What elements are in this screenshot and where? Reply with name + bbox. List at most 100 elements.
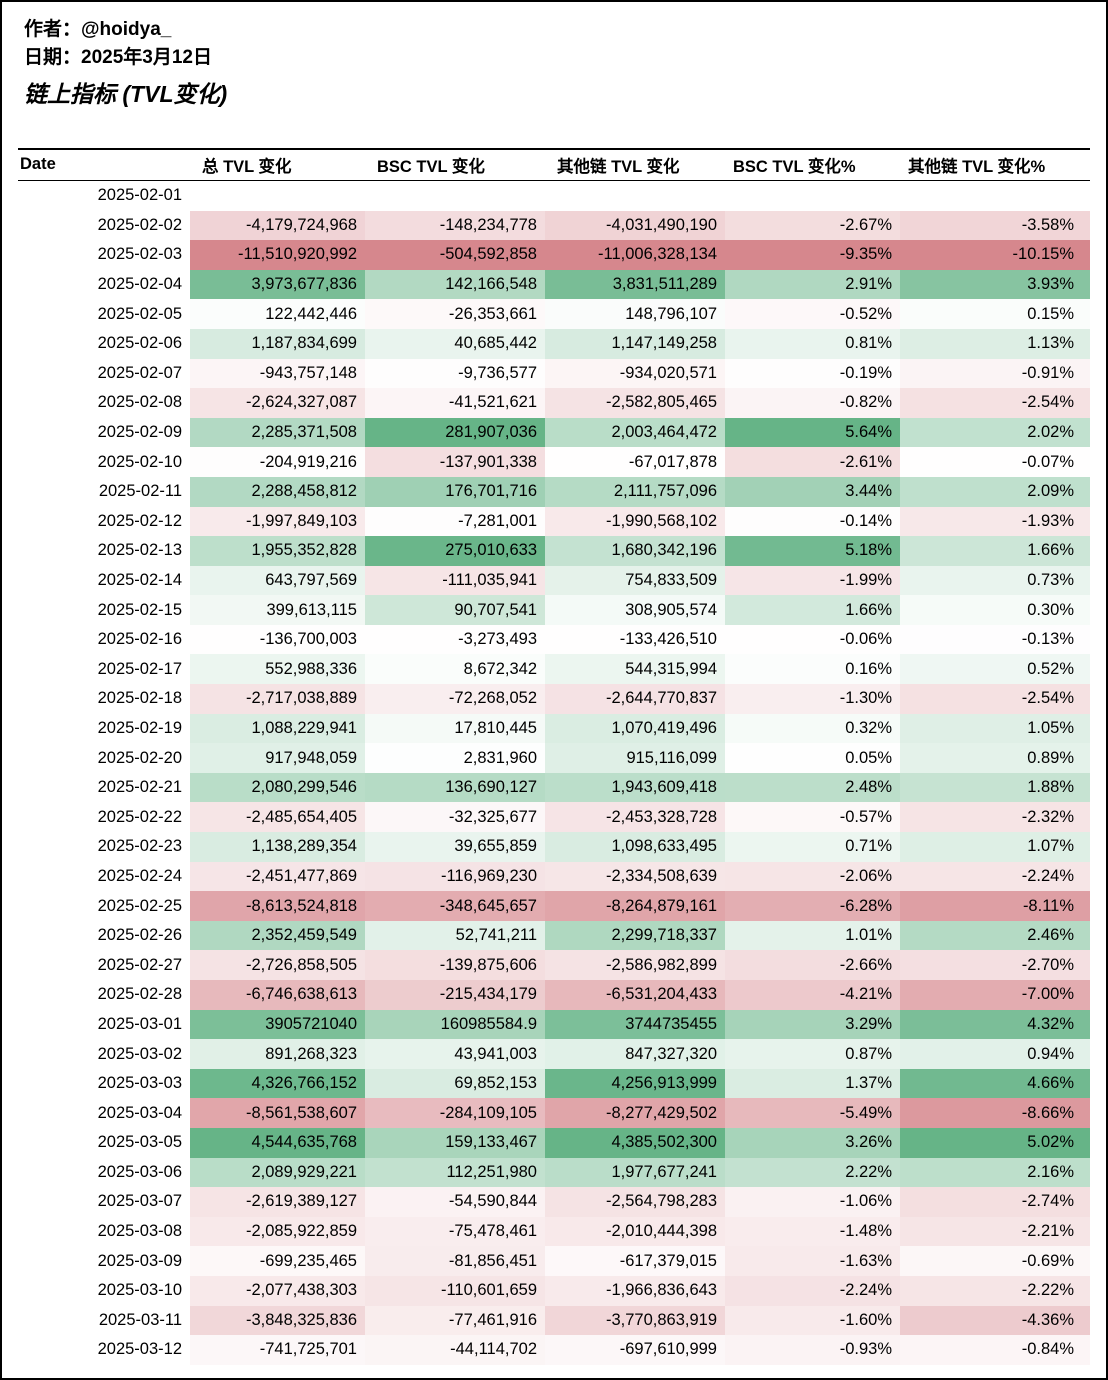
date-cell: 2025-03-10 xyxy=(18,1275,190,1306)
value-cell: -2.32% xyxy=(900,802,1090,833)
value-cell: 308,905,574 xyxy=(545,595,725,625)
value-cell: 1,138,289,354 xyxy=(190,832,365,862)
value-cell: 40,685,442 xyxy=(365,328,545,359)
value-cell: -2,619,389,127 xyxy=(190,1187,365,1217)
value-cell: -7.00% xyxy=(900,980,1090,1010)
value-cell xyxy=(725,180,900,210)
value-cell: -1.60% xyxy=(725,1305,900,1336)
value-cell: -2.70% xyxy=(900,950,1090,981)
value-cell: -2,644,770,837 xyxy=(545,684,725,714)
value-cell: 0.81% xyxy=(725,328,900,359)
column-header: BSC TVL 变化 xyxy=(365,148,545,181)
date-cell: 2025-02-16 xyxy=(18,624,190,655)
value-cell: 0.15% xyxy=(900,299,1090,329)
value-cell: 1,977,677,241 xyxy=(545,1157,725,1188)
value-cell: -133,426,510 xyxy=(545,624,725,655)
value-cell: 754,833,509 xyxy=(545,565,725,596)
date-cell: 2025-02-21 xyxy=(18,772,190,803)
value-cell: -2.74% xyxy=(900,1187,1090,1217)
value-cell: 69,852,153 xyxy=(365,1068,545,1099)
date-cell: 2025-02-09 xyxy=(18,417,190,448)
value-cell: 90,707,541 xyxy=(365,595,545,625)
table-row: 2025-02-22 -2,485,654,405 -32,325,677 -2,45… xyxy=(18,802,1090,833)
value-cell: 4.66% xyxy=(900,1068,1090,1099)
table-row: 2025-02-27 -2,726,858,505 -139,875,606 -2,5… xyxy=(18,950,1090,981)
value-cell: -2.24% xyxy=(725,1275,900,1306)
date-cell: 2025-03-12 xyxy=(18,1335,190,1365)
table-body: 2025-02-01 2025-02-02 -4,179,724,968 -148,2… xyxy=(18,180,1090,1365)
value-cell: -32,325,677 xyxy=(365,802,545,833)
value-cell: 1.66% xyxy=(725,595,900,625)
date-cell: 2025-02-12 xyxy=(18,506,190,537)
value-cell: -1.48% xyxy=(725,1216,900,1247)
value-cell: -0.91% xyxy=(900,358,1090,389)
value-cell: -2.66% xyxy=(725,950,900,981)
value-cell: -1.06% xyxy=(725,1187,900,1217)
value-cell: -26,353,661 xyxy=(365,299,545,329)
value-cell: -137,901,338 xyxy=(365,447,545,477)
date-cell: 2025-02-03 xyxy=(18,240,190,270)
value-cell: -2.24% xyxy=(900,861,1090,892)
table-row: 2025-02-05 122,442,446 -26,353,661 148,796,… xyxy=(18,299,1090,329)
table-row: 2025-02-24 -2,451,477,869 -116,969,230 -2,3… xyxy=(18,861,1090,892)
table-header: Date 总 TVL 变化 BSC TVL 变化 其他链 TVL 变化 BSC TVL … xyxy=(18,148,1090,181)
value-cell xyxy=(900,180,1090,210)
value-cell: 43,941,003 xyxy=(365,1039,545,1069)
date-cell: 2025-02-25 xyxy=(18,891,190,921)
value-cell: -4.21% xyxy=(725,980,900,1010)
value-cell: -2.54% xyxy=(900,684,1090,714)
value-cell: -204,919,216 xyxy=(190,447,365,477)
value-cell: -136,700,003 xyxy=(190,624,365,655)
value-cell: 2,285,371,508 xyxy=(190,417,365,448)
value-cell: 1,680,342,196 xyxy=(545,536,725,566)
value-cell: 52,741,211 xyxy=(365,920,545,951)
table-row: 2025-03-03 4,326,766,152 69,852,153 4,256,9… xyxy=(18,1068,1090,1099)
value-cell: 0.73% xyxy=(900,565,1090,596)
value-cell: -10.15% xyxy=(900,240,1090,270)
value-cell: 917,948,059 xyxy=(190,743,365,773)
value-cell: 1.05% xyxy=(900,713,1090,744)
value-cell: -81,856,451 xyxy=(365,1246,545,1276)
value-cell: -943,757,148 xyxy=(190,358,365,389)
value-cell: 0.32% xyxy=(725,713,900,744)
table-row: 2025-03-09 -699,235,465 -81,856,451 -617,37… xyxy=(18,1246,1090,1276)
table-row: 2025-02-20 917,948,059 2,831,960 915,116,09… xyxy=(18,743,1090,773)
table-row: 2025-02-03 -11,510,920,992 -504,592,858 -11… xyxy=(18,240,1090,270)
value-cell: -54,590,844 xyxy=(365,1187,545,1217)
date-cell: 2025-02-10 xyxy=(18,447,190,477)
value-cell: -3,273,493 xyxy=(365,624,545,655)
value-cell: -741,725,701 xyxy=(190,1335,365,1365)
date-cell: 2025-02-19 xyxy=(18,713,190,744)
date-cell: 2025-02-14 xyxy=(18,565,190,596)
value-cell: 0.52% xyxy=(900,654,1090,685)
value-cell: 1,955,352,828 xyxy=(190,536,365,566)
table-row: 2025-03-05 4,544,635,768 159,133,467 4,385,… xyxy=(18,1127,1090,1158)
date-cell: 2025-02-22 xyxy=(18,802,190,833)
column-header: Date xyxy=(18,148,190,181)
date-cell: 2025-02-17 xyxy=(18,654,190,685)
value-cell: 2,111,757,096 xyxy=(545,476,725,507)
value-cell: 5.64% xyxy=(725,417,900,448)
value-cell: 1,943,609,418 xyxy=(545,772,725,803)
value-cell: -2.22% xyxy=(900,1275,1090,1306)
value-cell: 122,442,446 xyxy=(190,299,365,329)
value-cell: -75,478,461 xyxy=(365,1216,545,1247)
value-cell: 0.05% xyxy=(725,743,900,773)
table-row: 2025-03-10 -2,077,438,303 -110,601,659 -1,9… xyxy=(18,1275,1090,1306)
value-cell xyxy=(190,180,365,210)
value-cell: 1.01% xyxy=(725,920,900,951)
value-cell: -2,451,477,869 xyxy=(190,861,365,892)
table-row: 2025-03-07 -2,619,389,127 -54,590,844 -2,56… xyxy=(18,1187,1090,1217)
value-cell: 1.07% xyxy=(900,832,1090,862)
value-cell: 2.48% xyxy=(725,772,900,803)
value-cell: 3.29% xyxy=(725,1009,900,1040)
date-cell: 2025-02-01 xyxy=(18,180,190,211)
value-cell: -1.93% xyxy=(900,506,1090,537)
value-cell: -2,564,798,283 xyxy=(545,1187,725,1217)
value-cell: -2.61% xyxy=(725,447,900,477)
table-row: 2025-02-09 2,285,371,508 281,907,036 2,003,… xyxy=(18,417,1090,448)
value-cell: 0.30% xyxy=(900,595,1090,625)
value-cell: -72,268,052 xyxy=(365,684,545,714)
value-cell xyxy=(365,180,545,210)
value-cell: -3,848,325,836 xyxy=(190,1305,365,1336)
